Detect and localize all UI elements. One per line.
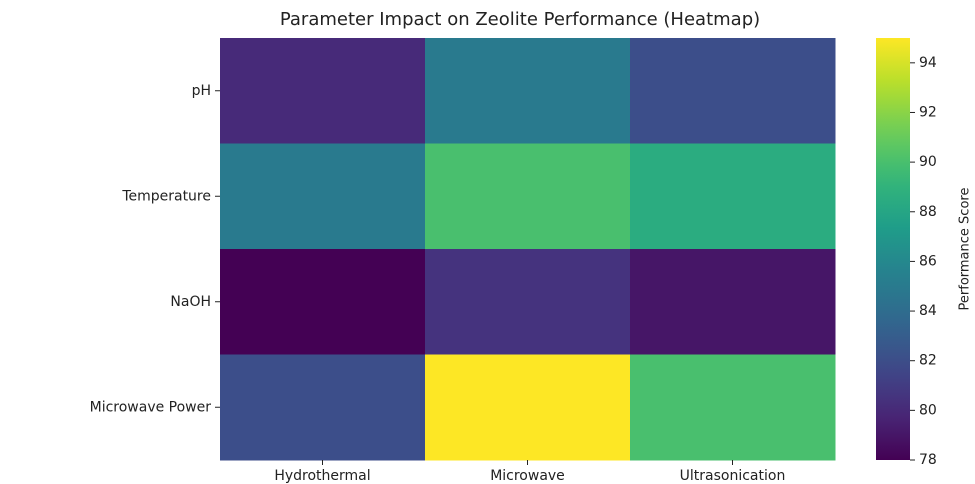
x-tick-label: Microwave <box>490 468 565 484</box>
y-tick-label: Microwave Power <box>90 399 212 415</box>
colorbar-tick-label: 82 <box>919 353 937 369</box>
x-tick-label: Hydrothermal <box>274 468 370 484</box>
colorbar-tick-label: 92 <box>919 104 937 120</box>
heatmap-cell <box>220 354 426 461</box>
colorbar-tick-label: 80 <box>919 402 937 418</box>
y-tick-label: NaOH <box>170 294 211 310</box>
y-tick-label: pH <box>192 83 211 99</box>
heatmap-cell <box>220 38 426 144</box>
heatmap-cell <box>630 38 836 144</box>
heatmap-cell <box>630 249 836 355</box>
heatmap-cell <box>630 354 836 461</box>
heatmap-cell <box>220 143 426 250</box>
colorbar-tick-label: 88 <box>919 204 937 220</box>
heatmap-cell <box>630 143 836 250</box>
colorbar <box>876 38 910 460</box>
heatmap-cell <box>425 354 631 461</box>
chart-title: Parameter Impact on Zeolite Performance … <box>280 9 760 30</box>
colorbar-tick-label: 84 <box>919 303 937 319</box>
colorbar-label: Performance Score <box>958 188 973 311</box>
heatmap-cell <box>220 249 426 355</box>
x-tick-label: Ultrasonication <box>680 468 786 484</box>
y-tick-label: Temperature <box>121 188 211 204</box>
heatmap-cell <box>425 143 631 250</box>
heatmap-cell <box>425 38 631 144</box>
colorbar-tick-label: 90 <box>919 154 937 170</box>
colorbar-tick-label: 78 <box>919 452 937 468</box>
colorbar-tick-label: 94 <box>919 55 937 71</box>
heatmap-cell <box>425 249 631 355</box>
colorbar-tick-label: 86 <box>919 253 937 269</box>
